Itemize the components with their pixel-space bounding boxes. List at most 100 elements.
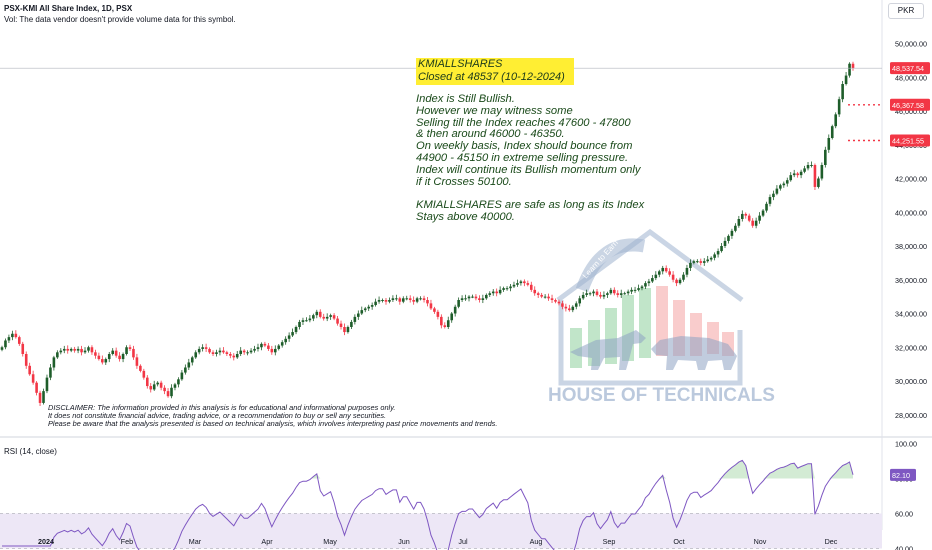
candle — [436, 309, 440, 320]
candle — [644, 281, 647, 290]
candle-body — [132, 348, 135, 358]
candle-body — [599, 294, 602, 297]
candle-body — [834, 114, 838, 127]
candle-body — [785, 180, 789, 184]
candle-body — [391, 298, 395, 300]
candle-body — [242, 350, 246, 353]
candle-body — [758, 215, 761, 221]
candle-body — [747, 215, 751, 221]
candle — [298, 319, 301, 330]
time-tick-label: Mar — [189, 537, 202, 546]
candle-body — [111, 350, 114, 354]
candle — [31, 370, 35, 385]
candle — [709, 256, 713, 262]
candle — [107, 351, 111, 363]
watermark-bear-icon — [651, 336, 737, 370]
candle-body — [668, 271, 671, 275]
disclaimer-line: It does not constitute financial advice,… — [48, 411, 387, 421]
candle — [125, 345, 128, 356]
candle-body — [841, 84, 844, 100]
candle — [754, 217, 758, 229]
candle-body — [803, 168, 806, 172]
candle-body — [218, 350, 222, 353]
candle-body — [94, 352, 97, 356]
candle — [630, 287, 633, 295]
candle-body — [312, 315, 315, 319]
candle-body — [401, 298, 405, 302]
candle — [287, 332, 291, 342]
candle-body — [512, 284, 516, 287]
candle-body — [287, 335, 291, 339]
candle — [837, 96, 841, 117]
candle — [803, 165, 806, 174]
candle-body — [720, 246, 723, 252]
candle-body — [481, 298, 485, 300]
candle — [460, 295, 464, 303]
candle-body — [647, 281, 651, 284]
candle — [841, 80, 844, 103]
candle-body — [31, 374, 35, 383]
candle-body — [592, 291, 595, 294]
candle — [170, 384, 173, 399]
candle — [741, 210, 744, 222]
candle — [294, 325, 298, 335]
candle-body — [692, 261, 696, 263]
candle — [512, 281, 516, 289]
candle — [446, 316, 450, 330]
candle — [758, 212, 761, 224]
candle — [633, 286, 637, 293]
candle-body — [851, 63, 855, 69]
candle — [388, 297, 391, 304]
candle-body — [125, 347, 128, 354]
candle — [844, 72, 848, 86]
candle-body — [80, 348, 83, 353]
candle — [218, 347, 222, 356]
candle — [485, 293, 488, 300]
candle — [353, 314, 357, 325]
candle — [761, 209, 765, 218]
candle — [24, 351, 28, 369]
candle — [197, 346, 201, 355]
candle — [56, 350, 59, 359]
candle-body — [568, 308, 571, 311]
currency-button[interactable]: PKR — [888, 3, 924, 19]
candle — [689, 259, 692, 271]
candle — [225, 350, 229, 357]
candle-body — [367, 306, 370, 309]
candle-body — [536, 293, 540, 295]
candle — [599, 291, 602, 299]
candle — [235, 350, 239, 359]
candle — [121, 352, 125, 363]
time-axis[interactable]: 2024 Feb Mar Apr May Jun Jul Aug Sep Oct Nov Dec — [38, 537, 838, 546]
candle-body — [69, 348, 73, 351]
candle-body — [523, 281, 526, 284]
candle-body — [529, 284, 533, 290]
candle — [640, 284, 644, 291]
candle — [35, 381, 38, 396]
candle-body — [0, 347, 4, 350]
candle-body — [318, 311, 322, 317]
candle-body — [97, 355, 101, 360]
price-label-text: 44,251.55 — [892, 137, 924, 146]
candle — [464, 294, 467, 301]
candle-body — [509, 286, 512, 289]
candle — [239, 347, 242, 357]
candle-body — [325, 316, 329, 319]
candle-body — [751, 220, 754, 226]
candle — [395, 294, 398, 301]
candle — [453, 304, 457, 317]
candle — [768, 194, 772, 207]
candle — [101, 355, 104, 365]
candle-body — [453, 306, 457, 314]
time-tick-label: Jul — [458, 537, 468, 546]
candle — [346, 325, 350, 334]
price-axis[interactable]: 50,000.0048,000.0046,000.0044,000.0042,0… — [895, 40, 927, 420]
candle-body — [561, 303, 564, 307]
candle-body — [329, 315, 332, 317]
candle-body — [280, 342, 284, 346]
candle — [132, 345, 135, 360]
candle-body — [166, 391, 170, 397]
candle-body — [502, 288, 505, 290]
candle — [260, 342, 263, 351]
